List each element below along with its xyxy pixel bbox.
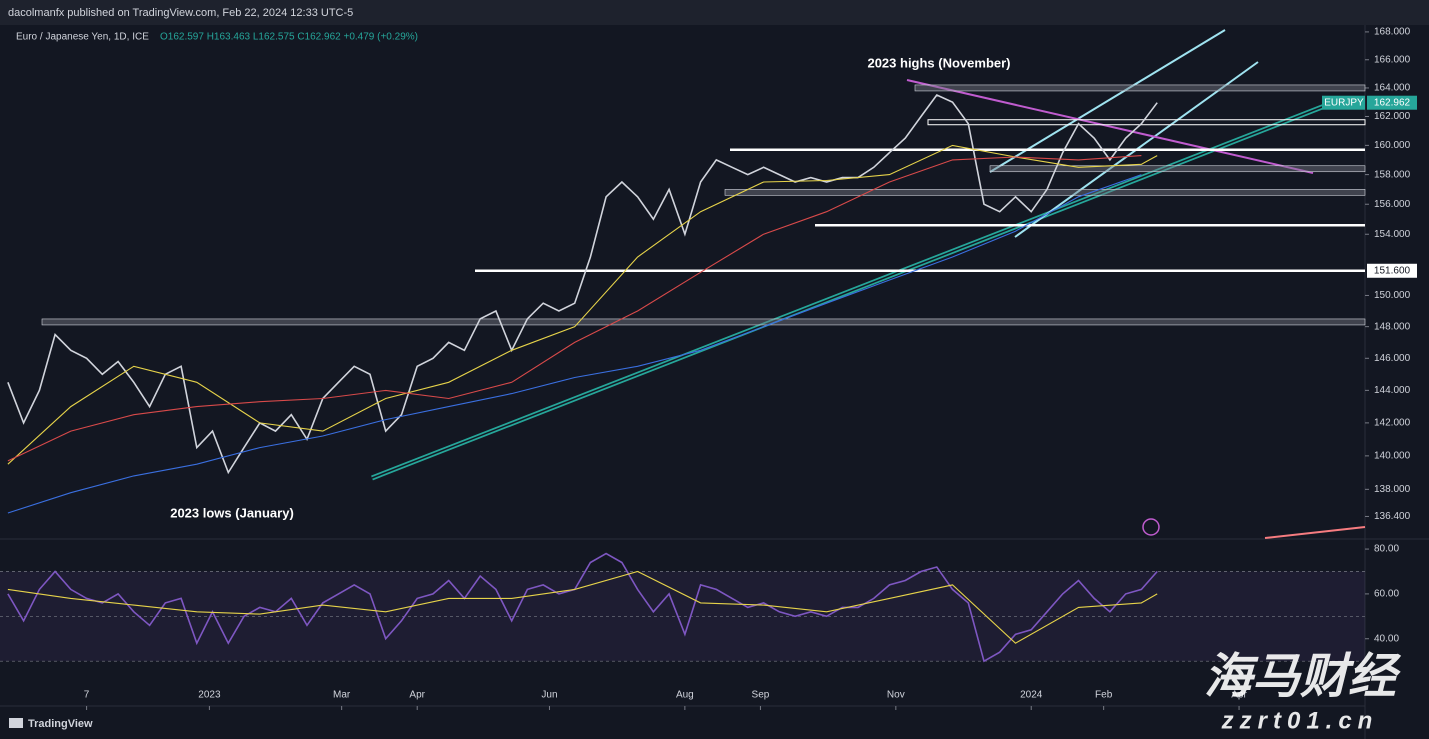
x-tick-label: Nov <box>887 690 905 701</box>
y-tick-label: 60.00 <box>1374 589 1399 600</box>
trendline-inner <box>371 99 1341 479</box>
brand-logo <box>9 718 23 728</box>
price-badge <box>1367 95 1417 110</box>
watermark-title: 海马财经 <box>1204 651 1402 704</box>
y-tick-label: 150.000 <box>1374 290 1411 301</box>
level-band <box>989 165 1366 173</box>
level-badge <box>1367 263 1417 278</box>
x-tick-label: Sep <box>752 690 770 701</box>
y-tick-label: 156.000 <box>1374 199 1411 210</box>
indicator-line <box>7 144 1158 465</box>
y-tick-label: 168.000 <box>1374 27 1411 38</box>
indicator-line <box>7 174 1142 514</box>
ohlc: O162.597 H163.463 L162.575 C162.962 +0.4… <box>160 32 418 43</box>
x-tick-label: Apr <box>409 690 425 701</box>
level-band <box>41 318 1366 326</box>
y-tick-label: 136.400 <box>1374 511 1411 522</box>
y-tick-label: 166.000 <box>1374 54 1411 65</box>
y-tick-label: 40.00 <box>1374 633 1399 644</box>
y-tick-label: 142.000 <box>1374 418 1411 429</box>
event-icon[interactable] <box>1142 518 1160 536</box>
pink-line <box>1264 526 1366 539</box>
y-tick-label: 138.000 <box>1374 484 1411 495</box>
x-tick-label: Apr <box>1231 690 1247 701</box>
x-tick-label: Jun <box>541 690 557 701</box>
y-tick-label: 140.000 <box>1374 451 1411 462</box>
y-tick-label: 164.000 <box>1374 83 1411 94</box>
x-tick-label: Aug <box>676 690 694 701</box>
price-badge <box>1322 95 1365 110</box>
annotation: 2023 lows (January) <box>170 505 294 520</box>
annotation: 2023 highs (November) <box>867 55 1010 70</box>
watermark-site: zzrt01.cn <box>1221 707 1379 734</box>
level-badge-label: 151.600 <box>1374 265 1411 276</box>
brand: TradingView <box>28 718 93 730</box>
x-tick-label: Feb <box>1095 690 1113 701</box>
channel-upper <box>989 29 1226 173</box>
rsi-band <box>0 571 1365 662</box>
x-tick-label: 2024 <box>1020 690 1043 701</box>
price-line <box>7 94 1158 475</box>
x-tick-label: 2023 <box>198 690 221 701</box>
price-line <box>7 552 1158 663</box>
price-badge-symbol: EURJPY <box>1324 97 1364 108</box>
x-tick-label: 7 <box>84 690 90 701</box>
y-tick-label: 148.000 <box>1374 321 1411 332</box>
y-tick-label: 146.000 <box>1374 353 1411 364</box>
indicator-line <box>7 155 1142 462</box>
descending-line <box>906 79 1314 174</box>
y-tick-label: 154.000 <box>1374 229 1411 240</box>
y-tick-label: 162.000 <box>1374 111 1411 122</box>
level-band <box>914 84 1366 92</box>
header-bar <box>0 0 1429 25</box>
y-tick-label: 80.00 <box>1374 544 1399 555</box>
level-band <box>927 119 1366 126</box>
publisher: dacolmanfx published on TradingView.com,… <box>8 7 353 19</box>
y-tick-label: 144.000 <box>1374 385 1411 396</box>
indicator-line <box>7 570 1158 644</box>
y-tick-label: 158.000 <box>1374 169 1411 180</box>
x-tick-label: Mar <box>333 690 351 701</box>
price-badge-label: 162.962 <box>1374 97 1411 108</box>
y-tick-label: 160.000 <box>1374 140 1411 151</box>
symbol: Euro / Japanese Yen, 1D, ICE <box>16 32 149 43</box>
